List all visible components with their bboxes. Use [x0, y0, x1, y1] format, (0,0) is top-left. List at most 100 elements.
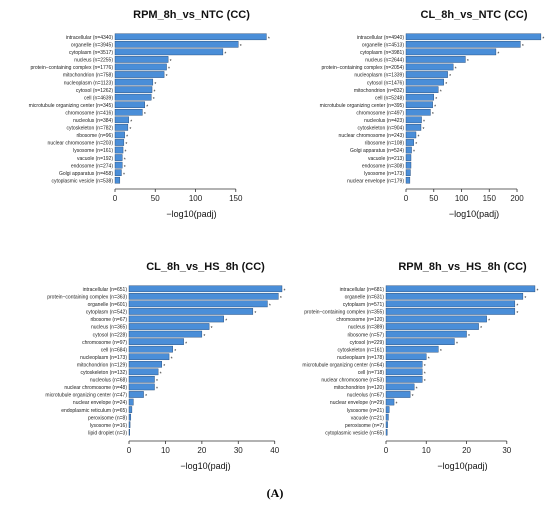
significance-marker: * [428, 356, 430, 362]
bar [128, 406, 133, 413]
category-label: microtubule organizing center (n=47) [45, 393, 127, 399]
category-label: nuclear chromosome (n=203) [48, 141, 114, 147]
bar [128, 300, 268, 308]
bar [114, 161, 123, 169]
category-label: nucleus (n=365) [91, 325, 127, 331]
category-label: chromosome (n=416) [65, 110, 113, 116]
category-label: ribosome (n=67) [90, 317, 127, 323]
bar [128, 293, 279, 300]
category-label: organelle (n=3945) [71, 43, 113, 49]
x-tick-label: 100 [455, 194, 469, 203]
bar [385, 391, 411, 398]
significance-marker: * [269, 304, 271, 310]
bar [405, 78, 444, 86]
category-label: cytosol (n=1476) [367, 80, 404, 86]
significance-marker: * [497, 52, 499, 58]
significance-marker: * [468, 334, 470, 340]
category-label: organelle (n=631) [345, 295, 385, 301]
bar [128, 353, 170, 361]
bar [405, 176, 411, 184]
category-label: intracellular (n=651) [83, 287, 128, 293]
significance-marker: * [168, 67, 170, 73]
bar [114, 93, 152, 101]
bar [128, 368, 159, 376]
category-label: cytoskeleton (n=904) [357, 126, 404, 132]
bar [405, 124, 422, 131]
x-tick-label: 0 [127, 446, 132, 455]
x-tick-label: 200 [510, 194, 524, 203]
significance-marker: * [156, 387, 158, 393]
x-tick-label: 40 [270, 446, 279, 455]
significance-marker: * [224, 52, 226, 58]
x-tick-label: 10 [161, 446, 170, 455]
category-label: lysosome (n=173) [364, 171, 404, 177]
bar [128, 308, 254, 315]
significance-marker: * [415, 142, 417, 148]
category-label: nucleoplasm (n=173) [80, 355, 127, 361]
category-label: nucleoplasm (n=178) [337, 355, 384, 361]
significance-marker: * [124, 165, 126, 171]
bar [385, 300, 516, 308]
category-label: protein−containing complex (n=363) [47, 295, 127, 301]
significance-marker: * [211, 326, 213, 332]
significance-marker: * [424, 364, 426, 370]
category-label: cytoplasm (n=3517) [69, 50, 113, 56]
bar [405, 48, 497, 56]
bar [114, 56, 169, 63]
significance-marker: * [445, 82, 447, 88]
category-label: intracellular (n=681) [340, 287, 385, 293]
bar [114, 176, 121, 184]
bar [405, 41, 521, 48]
category-label: nuclear envelope (n=179) [347, 178, 404, 184]
bar [114, 146, 124, 154]
category-label: intracellular (n=4340) [66, 35, 113, 41]
category-label: nucleoplasm (n=1123) [64, 80, 114, 86]
category-label: cytosol (n=228) [93, 332, 128, 338]
bar [405, 139, 414, 146]
significance-marker: * [240, 44, 242, 50]
x-tick-label: 0 [384, 446, 389, 455]
bar [114, 78, 154, 86]
x-tick-label: 50 [151, 194, 160, 203]
bar [385, 428, 388, 436]
bar [385, 323, 479, 330]
category-label: microtubule organizing center (n=345) [29, 103, 114, 109]
category-label: chromosome (n=120) [336, 317, 384, 323]
category-label: protein−containing complex (n=355) [304, 310, 384, 316]
bar [128, 376, 155, 383]
category-label: nucleus (n=2644) [365, 58, 404, 64]
category-label: endosome (n=308) [362, 163, 404, 169]
category-label: cell (n=718) [358, 370, 385, 376]
significance-marker: * [542, 36, 544, 42]
category-label: nucleus (n=2255) [74, 58, 113, 64]
category-label: vacuole (n=192) [77, 156, 113, 162]
category-label: microtubule organizing center (n=64) [302, 362, 384, 368]
category-label: cytoplasm (n=542) [86, 310, 128, 316]
category-label: nucleolus (n=384) [73, 118, 113, 124]
category-label: organelle (n=601) [88, 302, 128, 308]
x-axis-label: −log10(padj) [437, 461, 487, 471]
bar [385, 338, 455, 345]
significance-marker: * [417, 135, 419, 141]
bar [114, 48, 224, 56]
bar [128, 391, 144, 398]
category-label: lysosome (n=21) [347, 408, 384, 414]
bar [405, 116, 422, 124]
category-label: cytoplasm (n=571) [343, 302, 385, 308]
x-tick-label: 20 [197, 446, 206, 455]
category-label: peroxisome (n=8) [88, 415, 127, 421]
category-label: ribosome (n=108) [365, 141, 405, 147]
category-label: cytosol (n=229) [350, 340, 385, 346]
category-label: cell (n=5248) [375, 95, 404, 101]
category-label: nucleus (n=389) [348, 325, 384, 331]
category-label: nuclear chromosome (n=48) [64, 385, 127, 391]
bar [385, 285, 536, 293]
category-label: lysosome (n=161) [73, 148, 113, 154]
bar [385, 315, 487, 323]
bar [405, 33, 542, 41]
chart-title: CL_8h_vs_NTC (CC) [421, 9, 528, 21]
significance-marker: * [516, 311, 518, 317]
significance-marker: * [449, 74, 451, 80]
significance-marker: * [225, 319, 227, 325]
